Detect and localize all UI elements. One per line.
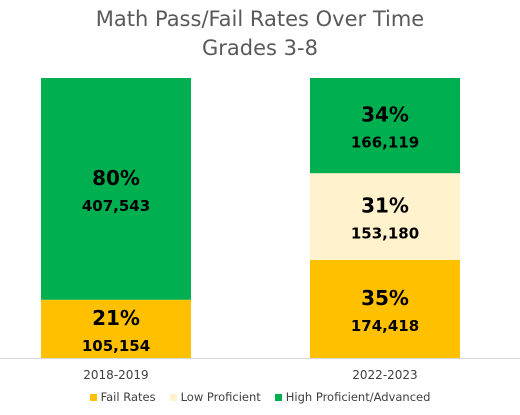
data-label-count: 153,180 — [351, 225, 419, 243]
data-label-count: 407,543 — [82, 197, 150, 215]
legend-item: High Proficient/Advanced — [274, 390, 431, 404]
data-label-percent: 31% — [361, 194, 409, 218]
x-tick-label: 2022-2023 — [352, 368, 417, 382]
data-label-count: 166,119 — [351, 134, 419, 152]
bar-segment-1-0 — [310, 260, 460, 358]
bar-segment-1-1 — [310, 173, 460, 260]
legend-label: Fail Rates — [100, 390, 156, 404]
legend-label: High Proficient/Advanced — [285, 390, 431, 404]
data-label-count: 174,418 — [351, 317, 419, 335]
bar-segment-0-2 — [41, 78, 191, 300]
data-label-count: 105,154 — [82, 337, 150, 355]
chart-subtitle: Grades 3-8 — [202, 36, 318, 60]
data-label-percent: 35% — [361, 286, 409, 310]
legend-item: Low Proficient — [169, 390, 261, 404]
plot-area: 21% 105,154 80% 407,543 2018-2019 35% 174,418 3… — [0, 78, 520, 382]
data-label-percent: 21% — [92, 306, 140, 330]
legend-swatch — [169, 393, 177, 401]
legend-swatch — [89, 393, 97, 401]
data-label-percent: 34% — [361, 103, 409, 127]
legend-swatch — [274, 393, 282, 401]
legend-item: Fail Rates — [89, 390, 156, 404]
bar-segment-0-0 — [41, 299, 191, 358]
legend-label: Low Proficient — [180, 390, 261, 404]
x-tick-label: 2018-2019 — [83, 368, 148, 382]
chart-title: Math Pass/Fail Rates Over Time — [95, 7, 425, 31]
bar-segment-1-2 — [310, 78, 460, 174]
legend: Fail Rates Low Proficient High Proficient/… — [0, 390, 520, 404]
data-label-percent: 80% — [92, 166, 140, 190]
